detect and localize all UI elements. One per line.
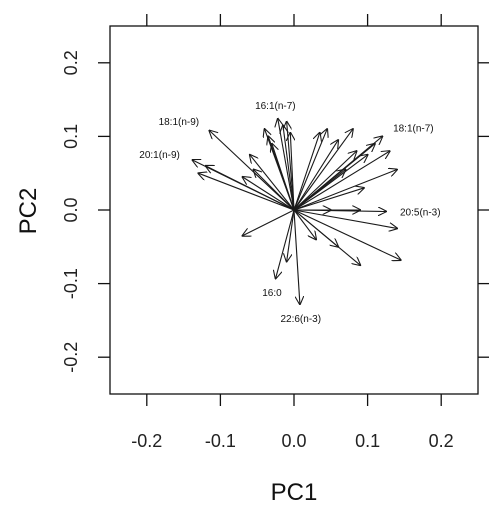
loading-vector <box>254 170 295 211</box>
y-axis-title: PC2 <box>15 188 42 235</box>
loading-vector <box>198 173 295 211</box>
loading-vector <box>293 209 401 260</box>
loading-vector <box>287 209 295 262</box>
loading-vector <box>283 125 295 211</box>
vector-label: 22:6(n-3) <box>280 314 321 325</box>
vector-label: 16:1(n-7) <box>255 101 296 112</box>
vector-label: 20:5(n-3) <box>400 208 441 219</box>
loading-vector <box>209 131 295 211</box>
y-tick-label: -0.1 <box>61 268 81 299</box>
vectors-layer <box>192 119 400 304</box>
x-tick-label: 0.2 <box>429 431 454 451</box>
vector-label: 16:0 <box>262 288 282 299</box>
loading-vector <box>293 209 338 247</box>
loading-vector <box>293 170 397 211</box>
loading-vector <box>293 151 390 211</box>
vector-labels-layer: 18:1(n-9) 16:1(n-7) 18:1(n-7) 20:1(n-9) 20:5… <box>139 101 440 325</box>
x-tick-label: -0.2 <box>131 431 162 451</box>
loading-vector <box>250 155 295 211</box>
y-tick-label: -0.2 <box>61 342 81 373</box>
loading-vector <box>293 209 300 304</box>
vector-label: 20:1(n-9) <box>139 150 180 161</box>
ticks-layer: -0.2 -0.1 0.0 0.1 0.2 -0.2 -0.1 0.0 0.1 0.2 <box>61 14 489 451</box>
y-tick-label: 0.1 <box>61 124 81 149</box>
loading-vector <box>293 133 320 211</box>
y-tick-label: 0.2 <box>61 50 81 75</box>
x-axis-title: PC1 <box>271 479 318 506</box>
loading-vector <box>293 188 364 211</box>
loading-vector <box>293 129 353 211</box>
loading-vector <box>293 209 316 239</box>
vector-label: 18:1(n-7) <box>393 123 434 134</box>
loading-vector <box>293 170 346 211</box>
loading-vector <box>242 209 295 236</box>
loading-vector <box>293 151 357 211</box>
x-tick-label: -0.1 <box>205 431 236 451</box>
loading-vector <box>276 209 295 278</box>
x-tick-label: 0.1 <box>355 431 380 451</box>
loading-vector <box>290 133 294 211</box>
loading-vector <box>206 166 295 211</box>
loading-vector <box>293 129 327 211</box>
loading-vector <box>242 177 295 211</box>
loading-vector <box>293 140 338 211</box>
x-tick-label: 0.0 <box>281 431 306 451</box>
vector-label: 18:1(n-9) <box>159 117 200 128</box>
y-tick-label: 0.0 <box>61 197 81 222</box>
loading-vector <box>293 209 397 228</box>
loading-vector <box>272 144 295 211</box>
